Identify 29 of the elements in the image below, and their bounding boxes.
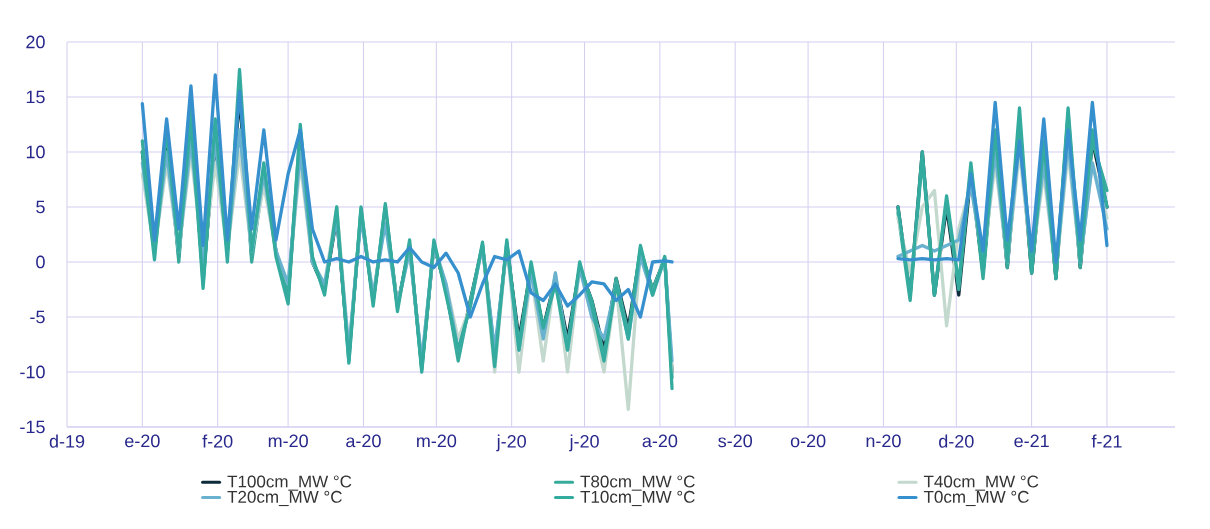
x-tick-label: a-20: [346, 434, 381, 448]
y-tick-label: 20: [26, 35, 45, 49]
x-tick-label: s-20: [718, 434, 753, 448]
y-tick-label: 15: [26, 90, 45, 104]
x-tick-label: m-20: [268, 434, 308, 448]
y-tick-label: -10: [20, 365, 45, 379]
y-tick-label: 0: [36, 255, 45, 269]
x-tick-label: a-20: [642, 434, 678, 448]
legend-label: T40cm_MW °C: [923, 475, 1039, 491]
y-tick-label: -5: [30, 310, 45, 324]
legend-label: T80cm_MW °C: [580, 475, 695, 491]
legend-label: T100cm_MW °C: [227, 475, 352, 491]
x-tick-label: f-21: [1091, 434, 1122, 448]
x-tick-label: o-20: [790, 434, 826, 448]
y-tick-label: -15: [20, 420, 45, 434]
x-tick-label: e-21: [1014, 434, 1049, 448]
x-tick-label: e-20: [125, 434, 160, 448]
x-tick-label: f-20: [202, 434, 233, 448]
x-tick-label: j-20: [496, 434, 526, 452]
legend-label: T10cm_MW °C: [580, 490, 695, 507]
legend-label: T0cm_MW °C: [923, 490, 1029, 507]
y-tick-label: 10: [26, 145, 45, 159]
x-tick-label: j-20: [569, 434, 599, 452]
x-tick-label: m-20: [417, 434, 457, 448]
x-tick-label: d-20: [939, 434, 974, 448]
y-tick-label: 5: [36, 200, 45, 214]
legend-label: T20cm_MW °C: [227, 490, 342, 507]
x-tick-label: n-20: [866, 434, 901, 448]
x-tick-label: d-19: [49, 434, 85, 448]
